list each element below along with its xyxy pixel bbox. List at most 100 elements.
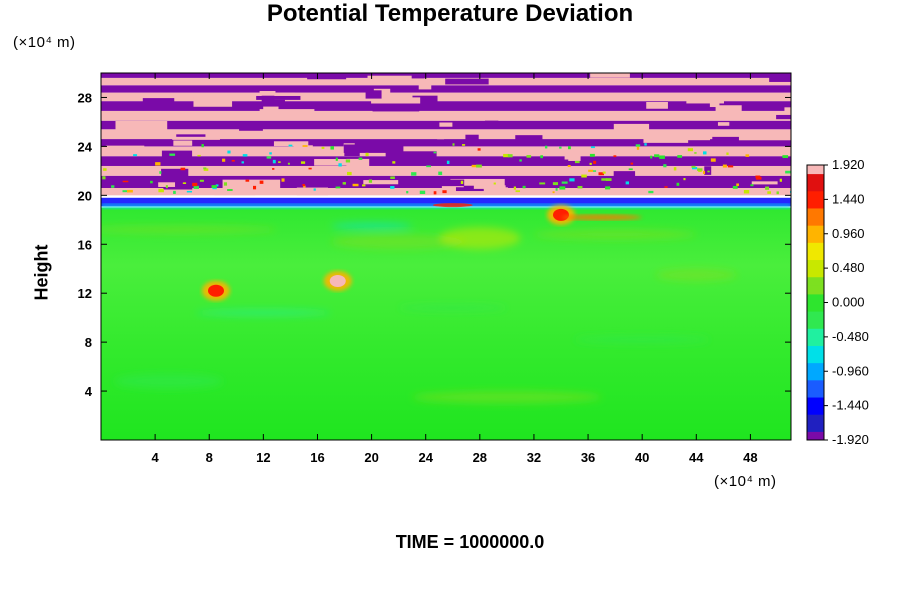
colorbar-tick-label: 1.440 bbox=[832, 191, 865, 206]
heatmap-speck bbox=[673, 167, 677, 171]
heatmap-speck bbox=[710, 158, 716, 162]
colorbar-segment bbox=[807, 414, 824, 424]
heatmap-patch bbox=[193, 97, 233, 107]
y-tick-label: 4 bbox=[85, 384, 93, 399]
heatmap-speck bbox=[598, 172, 604, 176]
heatmap-speck bbox=[392, 161, 396, 164]
heatmap-speck bbox=[776, 191, 779, 195]
heatmap-speck bbox=[347, 171, 352, 176]
heatmap-patch bbox=[508, 150, 550, 154]
heatmap-speck bbox=[625, 181, 630, 185]
heatmap-speck bbox=[471, 164, 478, 168]
heatmap-patch bbox=[412, 95, 438, 105]
heatmap-patch bbox=[564, 151, 581, 161]
heatmap-speck bbox=[593, 160, 597, 164]
heatmap-patch bbox=[704, 166, 712, 175]
heatmap-speck bbox=[664, 186, 668, 188]
heatmap-patch bbox=[613, 123, 650, 131]
heatmap-speck bbox=[555, 188, 558, 191]
colorbar-segment bbox=[807, 225, 824, 235]
heatmap-speck bbox=[635, 144, 641, 147]
heatmap-speck bbox=[231, 159, 235, 162]
heatmap-speck bbox=[352, 183, 359, 187]
heatmap-texture-blob bbox=[533, 229, 697, 240]
heatmap-patch bbox=[542, 159, 569, 163]
heatmap-speck bbox=[133, 154, 138, 157]
hotspot-3 bbox=[547, 204, 575, 225]
heatmap-speck bbox=[702, 151, 707, 155]
hotspot-1 bbox=[202, 280, 230, 301]
heatmap-speck bbox=[698, 170, 702, 173]
heatmap-speck bbox=[281, 178, 285, 182]
heatmap-patch bbox=[161, 150, 193, 158]
heatmap-speck bbox=[365, 152, 369, 157]
heatmap-speck bbox=[613, 155, 617, 158]
heatmap-speck bbox=[361, 184, 366, 187]
heatmap-patch bbox=[588, 190, 610, 194]
heatmap-speck bbox=[203, 167, 207, 170]
heatmap-speck bbox=[303, 185, 306, 188]
heatmap-speck bbox=[702, 170, 706, 175]
heatmap-speck bbox=[593, 170, 597, 172]
heatmap-speck bbox=[103, 168, 107, 171]
heatmap-patch bbox=[371, 97, 421, 104]
heatmap-speck bbox=[302, 145, 308, 147]
colorbar-segment bbox=[807, 422, 824, 432]
hotspot-core bbox=[208, 284, 224, 297]
heatmap-patch bbox=[624, 111, 639, 116]
colorbar-tick-label: -1.440 bbox=[832, 398, 869, 413]
heatmap-texture-blob bbox=[574, 336, 710, 344]
heatmap-speck bbox=[335, 186, 341, 189]
colorbar-tick-label: -0.960 bbox=[832, 363, 869, 378]
heatmap-patch bbox=[273, 141, 309, 147]
colorbar-segment bbox=[807, 182, 824, 192]
heatmap-speck bbox=[628, 168, 633, 171]
heatmap-speck bbox=[159, 171, 162, 174]
x-tick-label: 48 bbox=[743, 450, 757, 465]
colorbar-segment bbox=[807, 302, 824, 312]
y-tick-label: 24 bbox=[78, 139, 93, 154]
heatmap-speck bbox=[272, 168, 275, 170]
x-tick-label: 32 bbox=[527, 450, 541, 465]
heatmap-speck bbox=[165, 185, 168, 189]
heatmap-speck bbox=[605, 178, 612, 181]
heatmap-patch bbox=[505, 111, 539, 115]
heatmap-speck bbox=[227, 150, 231, 154]
heatmap-patch bbox=[202, 150, 216, 156]
plot-frame bbox=[100, 72, 792, 441]
heatmap-speck bbox=[212, 187, 217, 190]
heatmap-patch bbox=[715, 105, 742, 114]
heatmap-speck bbox=[630, 162, 634, 165]
heatmap-speck bbox=[589, 162, 592, 165]
heatmap-patch bbox=[455, 187, 484, 192]
heatmap-patch bbox=[712, 136, 746, 145]
colorbar-tick-label: -0.480 bbox=[832, 329, 869, 344]
heatmap-patch bbox=[646, 102, 668, 109]
heatmap-patch bbox=[214, 192, 256, 196]
heatmap-patch bbox=[465, 134, 479, 144]
heatmap-patch bbox=[105, 145, 145, 152]
colorbar-segment bbox=[807, 207, 824, 218]
colorbar-tick-label: -1.920 bbox=[832, 432, 869, 447]
heatmap-patch bbox=[643, 134, 689, 143]
heatmap-patches bbox=[105, 73, 791, 196]
heatmap-speck bbox=[743, 190, 750, 194]
heatmap-speck bbox=[559, 186, 566, 190]
colorbar-segment bbox=[807, 268, 824, 278]
heatmap-patch bbox=[776, 114, 791, 120]
heatmap-speck bbox=[493, 182, 496, 185]
heatmap-speck bbox=[197, 154, 201, 157]
heatmap-patch bbox=[407, 73, 425, 79]
heatmap-patch bbox=[120, 128, 152, 135]
heatmap-band bbox=[101, 73, 791, 78]
heatmap-speck bbox=[272, 159, 276, 164]
heatmap-speck bbox=[288, 144, 293, 147]
heatmap-patch bbox=[256, 95, 301, 100]
heatmap-texture-blob bbox=[195, 309, 331, 316]
heatmap-speck bbox=[358, 157, 363, 160]
heatmap-speck bbox=[242, 154, 248, 157]
colorbar-segment bbox=[807, 319, 824, 329]
heatmap-patch bbox=[259, 109, 315, 119]
heatmap-patch bbox=[713, 148, 735, 154]
heatmap-speck bbox=[676, 182, 680, 186]
